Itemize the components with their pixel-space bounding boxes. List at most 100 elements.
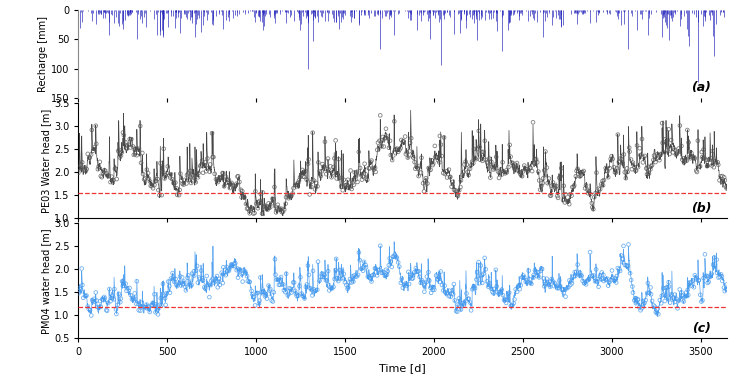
Point — [612, 265, 624, 271]
Point — [389, 252, 401, 258]
Point — [476, 272, 488, 278]
Point — [407, 275, 419, 281]
Point — [452, 301, 464, 308]
Point — [491, 283, 503, 289]
Point — [613, 266, 625, 272]
Point — [383, 255, 395, 261]
Point — [110, 306, 122, 312]
Point — [266, 196, 278, 202]
Point — [225, 261, 237, 267]
Point — [386, 157, 398, 163]
Point — [201, 155, 213, 162]
Point — [534, 187, 546, 193]
Point — [316, 274, 328, 280]
Point — [129, 290, 141, 296]
Point — [507, 160, 518, 166]
Point — [79, 164, 91, 170]
Point — [558, 290, 570, 296]
Point — [383, 262, 395, 268]
Point — [92, 166, 104, 172]
Point — [251, 290, 263, 296]
Point — [659, 136, 671, 142]
Point — [169, 279, 181, 285]
Point — [429, 143, 441, 149]
Point — [605, 277, 617, 283]
Point — [184, 168, 196, 174]
Point — [645, 284, 656, 290]
Point — [279, 289, 291, 295]
Point — [571, 269, 583, 275]
Point — [600, 167, 612, 173]
Point — [125, 136, 137, 142]
Point — [295, 291, 307, 297]
Point — [133, 307, 145, 313]
Point — [98, 294, 110, 300]
Point — [409, 159, 421, 165]
Point — [635, 307, 647, 313]
Point — [97, 297, 109, 303]
Point — [697, 297, 709, 303]
Point — [289, 182, 301, 188]
Point — [117, 129, 129, 136]
Point — [100, 307, 112, 313]
Point — [80, 293, 92, 299]
Point — [668, 291, 680, 298]
Point — [424, 285, 436, 291]
Point — [188, 268, 200, 274]
Point — [84, 308, 96, 314]
Point — [238, 193, 250, 199]
Point — [569, 273, 581, 279]
Point — [325, 174, 337, 180]
Point — [443, 293, 455, 299]
Point — [592, 191, 604, 197]
Point — [473, 259, 485, 265]
Point — [113, 147, 125, 153]
Point — [407, 155, 419, 161]
Point — [510, 286, 521, 293]
Point — [308, 178, 320, 184]
Point — [512, 283, 524, 290]
Point — [601, 276, 613, 282]
Point — [636, 136, 648, 142]
Point — [155, 295, 167, 301]
Point — [572, 168, 584, 174]
Point — [451, 191, 463, 197]
Point — [303, 157, 315, 163]
Point — [75, 162, 87, 168]
Point — [282, 292, 294, 298]
Point — [671, 305, 683, 311]
Point — [262, 207, 274, 213]
Point — [428, 287, 440, 293]
Point — [463, 296, 474, 302]
Point — [574, 173, 586, 180]
Point — [684, 155, 696, 161]
Point — [444, 174, 456, 180]
Point — [698, 275, 709, 281]
Point — [549, 280, 561, 286]
Point — [703, 157, 715, 163]
Point — [638, 301, 650, 307]
Point — [633, 145, 645, 151]
Point — [634, 152, 646, 158]
Point — [322, 155, 334, 162]
Point — [300, 284, 312, 290]
Point — [526, 168, 538, 174]
Point — [415, 170, 427, 176]
Point — [85, 152, 97, 158]
Point — [594, 272, 606, 278]
Point — [592, 284, 604, 290]
Point — [225, 180, 237, 186]
Point — [134, 123, 146, 129]
Point — [331, 275, 343, 281]
Point — [333, 156, 345, 162]
Point — [107, 177, 119, 183]
Point — [236, 271, 248, 277]
Point — [615, 155, 627, 162]
Point — [460, 290, 472, 296]
Point — [385, 152, 397, 158]
Point — [84, 154, 95, 160]
Point — [145, 302, 157, 308]
Point — [389, 147, 401, 153]
Point — [377, 270, 389, 276]
Point — [253, 300, 265, 306]
